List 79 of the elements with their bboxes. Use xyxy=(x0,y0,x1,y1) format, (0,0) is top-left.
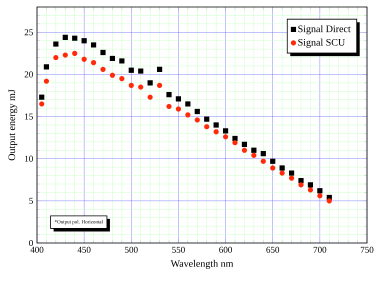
x-tick-label: 550 xyxy=(172,246,185,253)
point xyxy=(176,96,182,102)
x-tick-label: 450 xyxy=(78,246,91,253)
x-tick-label: 500 xyxy=(125,246,138,253)
point xyxy=(308,187,314,192)
point xyxy=(138,84,144,90)
point xyxy=(72,50,78,56)
point xyxy=(100,50,106,56)
point xyxy=(222,128,228,134)
point xyxy=(270,158,276,164)
x-tick-label: 750 xyxy=(360,246,374,253)
point xyxy=(166,92,172,98)
point xyxy=(128,82,134,88)
point xyxy=(148,94,153,100)
point xyxy=(298,182,304,188)
point xyxy=(119,58,124,64)
point xyxy=(44,64,50,70)
point xyxy=(204,124,210,130)
point xyxy=(176,106,182,112)
point xyxy=(148,80,153,86)
point xyxy=(232,140,238,146)
x-tick-label: 650 xyxy=(266,246,280,253)
legend-label: Signal Direct xyxy=(298,25,351,34)
point xyxy=(82,38,87,44)
point xyxy=(53,54,58,60)
x-axis-title: Wavelength nm xyxy=(170,260,234,269)
point xyxy=(308,182,314,188)
point xyxy=(270,165,276,171)
point xyxy=(326,198,332,204)
point xyxy=(194,117,200,123)
point xyxy=(44,78,50,84)
point xyxy=(260,158,266,164)
point xyxy=(251,152,256,158)
point xyxy=(288,176,294,181)
point xyxy=(128,68,134,73)
point xyxy=(72,36,78,41)
point xyxy=(260,151,266,156)
point xyxy=(62,52,68,58)
point xyxy=(288,170,294,176)
point xyxy=(280,170,285,176)
y-tick-label: 15 xyxy=(25,114,33,120)
point xyxy=(194,108,200,114)
point xyxy=(214,122,219,128)
point xyxy=(110,72,116,78)
point xyxy=(185,112,190,118)
point xyxy=(39,101,44,107)
y-tick-label: 20 xyxy=(24,71,33,78)
point xyxy=(222,134,228,140)
point xyxy=(53,41,58,47)
legend-label: Signal SCU xyxy=(298,38,345,48)
point xyxy=(39,94,44,100)
point xyxy=(62,34,68,40)
x-tick-label: 600 xyxy=(219,246,232,253)
y-tick-label: 10 xyxy=(25,156,33,162)
point xyxy=(204,116,210,122)
y-axis-title: Output energy mJ xyxy=(8,89,18,160)
point xyxy=(166,104,172,110)
point xyxy=(214,129,219,134)
point xyxy=(280,165,285,171)
point xyxy=(138,68,144,74)
point xyxy=(156,66,162,72)
point xyxy=(317,193,322,198)
point xyxy=(242,148,248,153)
point xyxy=(185,101,190,107)
y-tick-label: 0 xyxy=(29,240,33,246)
x-tick-label: 700 xyxy=(314,246,326,253)
point xyxy=(90,42,96,48)
point xyxy=(156,82,162,88)
point xyxy=(317,188,322,194)
point xyxy=(82,56,87,62)
point xyxy=(110,56,116,62)
y-tick-label: 5 xyxy=(29,198,33,204)
point xyxy=(119,76,124,82)
point xyxy=(242,142,248,147)
point xyxy=(90,60,96,66)
point xyxy=(100,66,106,72)
y-tick-label: 25 xyxy=(24,29,33,36)
x-tick-label: 400 xyxy=(30,246,44,253)
point xyxy=(251,148,256,153)
